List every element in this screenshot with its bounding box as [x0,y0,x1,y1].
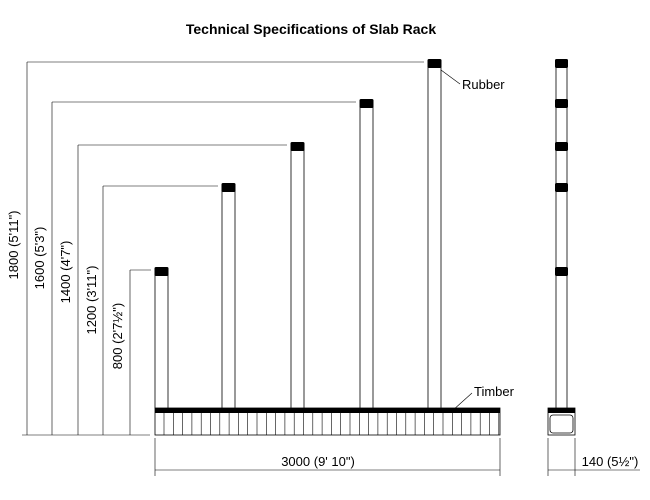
height-label: 800 (2'7½") [110,303,125,369]
side-cap [555,142,568,151]
rubber-label: Rubber [462,77,505,92]
side-cap [555,183,568,192]
height-label: 1400 (4'7") [58,241,73,304]
height-label: 1200 (3'11") [84,265,99,334]
height-dimensions: 1800 (5'11") 1600 (5'3") 1400 (4'7") 1200 (… [6,61,424,436]
rubber-cap [221,183,236,192]
timber-label: Timber [474,384,515,399]
rubber-cap [427,59,442,68]
timber-leader [451,392,473,412]
width-label: 140 (5½") [582,454,639,469]
length-dimension [154,438,501,476]
side-cap [555,59,568,68]
rubber-leader [440,69,461,85]
side-caps [555,59,568,276]
rubber-cap [154,267,169,276]
height-label: 1800 (5'11") [6,210,21,279]
side-cap [555,99,568,108]
side-post [555,61,568,411]
rubber-cap [359,99,374,108]
length-label: 3000 (9' 10") [281,454,355,469]
post [221,185,236,409]
post [427,61,442,409]
side-base-detail [549,414,574,434]
timber-slats [163,413,500,435]
post [290,144,305,409]
posts [154,59,442,409]
rubber-cap [290,142,305,151]
post [154,269,169,409]
height-label: 1600 (5'3") [32,227,47,290]
side-base-strip [548,408,575,413]
beam-top-strip [155,408,500,413]
side-cap [555,267,568,276]
width-dimension [547,438,640,476]
title: Technical Specifications of Slab Rack [186,21,436,37]
post [359,101,374,409]
